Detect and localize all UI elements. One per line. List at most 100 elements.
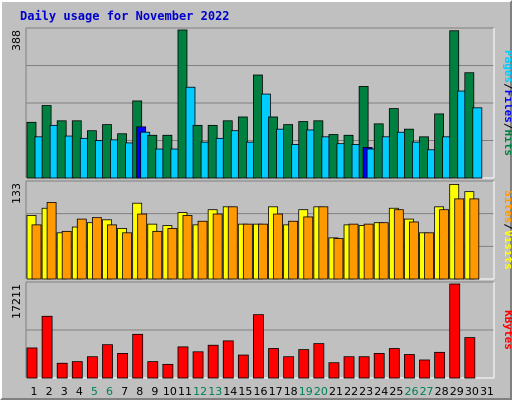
bar-sites-day-6 (107, 224, 117, 280)
day-label-7: 7 (121, 385, 128, 398)
bar-sites-day-12 (197, 220, 208, 280)
day-label-28: 28 (435, 385, 449, 398)
day-label-20: 20 (314, 385, 328, 398)
bar-pages-day-30 (472, 107, 483, 179)
bar-kbytes-day-6 (102, 344, 113, 379)
day-label-2: 2 (46, 385, 53, 398)
bar-sites-day-22 (348, 223, 359, 280)
bar-kbytes-day-15 (237, 354, 249, 379)
bar-kbytes-day-21 (328, 362, 340, 379)
day-label-10: 10 (163, 385, 177, 398)
day-label-13: 13 (208, 385, 222, 398)
bar-kbytes-day-25 (388, 348, 400, 379)
bar-sites-day-2 (46, 202, 57, 280)
bar-kbytes-day-2 (41, 315, 53, 379)
day-label-12: 12 (193, 385, 207, 398)
bar-kbytes-day-5 (86, 356, 98, 379)
legend-hits: Hits (502, 130, 512, 157)
bar-kbytes-day-11 (177, 346, 189, 379)
bar-kbytes-day-30 (464, 337, 476, 379)
bar-sites-day-29 (454, 198, 465, 280)
bar-kbytes-day-9 (147, 361, 159, 379)
bar-sites-day-28 (439, 209, 450, 280)
bar-sites-day-24 (378, 222, 389, 280)
day-label-17: 17 (269, 385, 283, 398)
day-label-14: 14 (223, 385, 237, 398)
day-label-24: 24 (374, 385, 388, 398)
bar-kbytes-day-10 (162, 363, 174, 379)
bar-kbytes-day-12 (192, 351, 204, 379)
day-label-27: 27 (420, 385, 434, 398)
bar-sites-day-18 (288, 220, 299, 280)
day-label-5: 5 (91, 385, 98, 398)
bar-kbytes-day-28 (434, 351, 446, 379)
panel-visits-sites: 133 Sites/Visits (10, 180, 512, 280)
legend-pages: Pages (502, 50, 512, 83)
legend-separator: / (502, 223, 512, 230)
ymax-label: 133 (10, 183, 23, 204)
bar-sites-day-21 (333, 238, 344, 280)
day-label-16: 16 (254, 385, 268, 398)
bar-sites-day-3 (61, 230, 72, 280)
day-label-31: 31 (480, 385, 494, 398)
bar-sites-day-13 (212, 213, 223, 280)
day-label-4: 4 (76, 385, 83, 398)
bar-kbytes-day-24 (373, 353, 385, 379)
day-label-3: 3 (61, 385, 68, 398)
bar-kbytes-day-22 (343, 356, 355, 379)
legend-kbytes: KBytes (502, 310, 512, 350)
bar-kbytes-day-27 (419, 359, 430, 379)
side-legend: KBytes (502, 310, 512, 350)
bar-kbytes-day-1 (26, 347, 38, 379)
bar-sites-day-10 (167, 228, 178, 280)
bar-kbytes-day-8 (132, 333, 144, 379)
bar-kbytes-day-26 (404, 354, 415, 379)
bar-sites-day-26 (409, 221, 419, 280)
day-label-19: 19 (299, 385, 313, 398)
day-label-8: 8 (136, 385, 143, 398)
bar-sites-day-5 (91, 217, 102, 280)
bar-kbytes-day-13 (207, 344, 219, 379)
panel-kbytes: 17211 KBytes (10, 281, 512, 379)
chart-title: Daily usage for November 2022 (20, 9, 230, 23)
day-label-6: 6 (106, 385, 113, 398)
legend-separator: / (502, 83, 512, 90)
legend-separator: / (502, 123, 512, 130)
bar-sites-day-1 (31, 224, 42, 280)
bar-sites-day-11 (182, 215, 193, 280)
bar-sites-day-23 (363, 223, 374, 280)
day-label-26: 26 (404, 385, 418, 398)
day-label-11: 11 (178, 385, 192, 398)
bar-sites-day-17 (273, 213, 283, 280)
bar-kbytes-day-23 (358, 356, 370, 379)
day-label-30: 30 (465, 385, 479, 398)
bar-kbytes-day-19 (298, 349, 310, 379)
bar-sites-day-4 (76, 218, 87, 280)
day-label-25: 25 (389, 385, 403, 398)
bar-sites-day-9 (152, 230, 163, 280)
bar-sites-day-30 (469, 198, 480, 280)
bar-sites-day-20 (318, 206, 329, 280)
bar-sites-day-25 (393, 209, 404, 280)
side-legend: Sites/Visits (502, 190, 512, 270)
bar-kbytes-day-17 (268, 348, 279, 379)
bar-kbytes-day-3 (56, 362, 68, 379)
bar-kbytes-day-7 (117, 353, 128, 379)
side-legend: Pages/Files/Hits (502, 50, 512, 156)
ymax-label: 17211 (10, 284, 23, 319)
day-label-29: 29 (450, 385, 464, 398)
legend-visits: Visits (502, 230, 512, 270)
day-label-22: 22 (344, 385, 358, 398)
bar-kbytes-day-18 (283, 356, 295, 379)
ymax-label: 388 (10, 30, 23, 51)
legend-files: Files (502, 90, 512, 123)
day-label-1: 1 (31, 385, 38, 398)
bar-kbytes-day-29 (449, 283, 461, 379)
bar-sites-day-15 (242, 223, 253, 280)
day-label-18: 18 (284, 385, 298, 398)
bar-sites-day-14 (227, 206, 238, 280)
bar-kbytes-day-20 (313, 343, 325, 379)
day-label-21: 21 (329, 385, 343, 398)
bar-sites-day-8 (137, 213, 148, 280)
